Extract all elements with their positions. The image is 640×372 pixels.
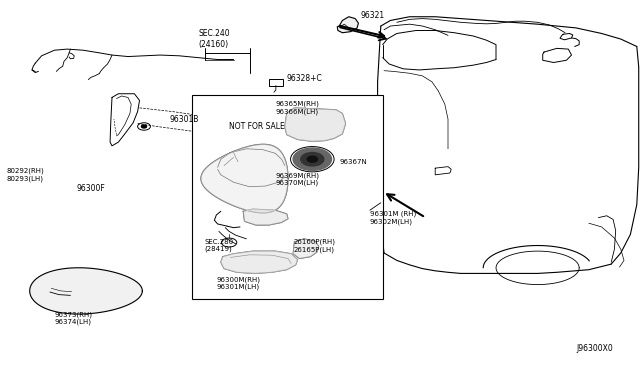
- Text: 80292(RH)
80293(LH): 80292(RH) 80293(LH): [6, 168, 44, 182]
- Bar: [192, 95, 383, 299]
- Polygon shape: [243, 209, 288, 225]
- Circle shape: [141, 125, 147, 128]
- Polygon shape: [337, 17, 358, 33]
- Text: 96321: 96321: [360, 11, 385, 20]
- Polygon shape: [293, 239, 319, 259]
- Circle shape: [307, 156, 317, 162]
- Text: 96373(RH)
96374(LH): 96373(RH) 96374(LH): [54, 311, 93, 325]
- Text: 96367N: 96367N: [339, 159, 367, 165]
- Text: 96301M (RH)
96302M(LH): 96301M (RH) 96302M(LH): [370, 211, 416, 225]
- Text: J96300X0: J96300X0: [577, 344, 614, 353]
- Text: 96301B: 96301B: [170, 115, 199, 124]
- Circle shape: [301, 153, 324, 166]
- Text: 96369M(RH)
96370M(LH): 96369M(RH) 96370M(LH): [275, 172, 319, 186]
- Polygon shape: [285, 108, 346, 141]
- Text: SEC.240
(24160): SEC.240 (24160): [198, 29, 230, 49]
- Circle shape: [293, 148, 332, 170]
- Polygon shape: [29, 268, 142, 314]
- Polygon shape: [201, 144, 288, 213]
- Text: 96300M(RH)
96301M(LH): 96300M(RH) 96301M(LH): [216, 276, 260, 291]
- Text: 96300F: 96300F: [77, 185, 106, 193]
- Text: 26160P(RH)
26165P(LH): 26160P(RH) 26165P(LH): [293, 238, 335, 253]
- Polygon shape: [221, 251, 298, 273]
- Text: 96365M(RH)
96366M(LH): 96365M(RH) 96366M(LH): [275, 101, 319, 115]
- Text: NOT FOR SALE: NOT FOR SALE: [229, 122, 285, 131]
- Text: SEC.280
(28419): SEC.280 (28419): [205, 239, 234, 252]
- Bar: [269, 79, 283, 86]
- Text: 96328+C: 96328+C: [287, 74, 323, 83]
